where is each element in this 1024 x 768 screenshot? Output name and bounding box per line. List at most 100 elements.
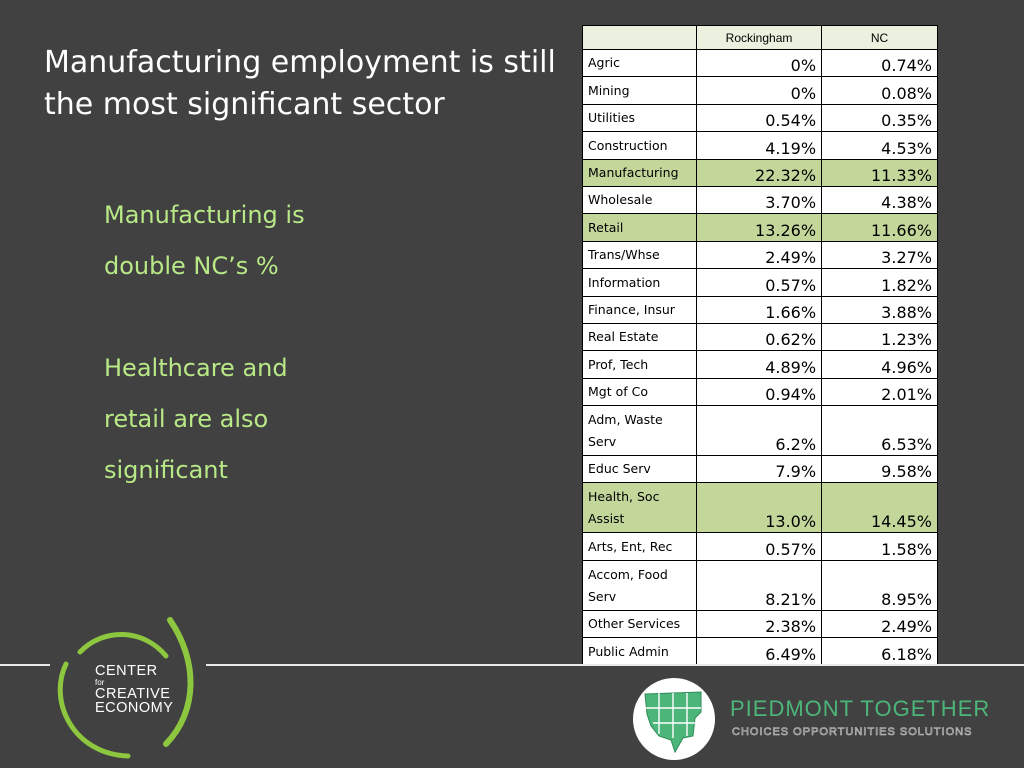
sector-cell: Other Services	[582, 609, 697, 639]
table-row: Information 0.57% 1.82%	[582, 268, 938, 297]
table-row: Finance, Insur 1.66% 3.88%	[582, 295, 938, 324]
table-row: Arts, Ent, Rec 0.57% 1.58%	[582, 532, 938, 561]
map-icon	[644, 691, 702, 754]
cce-line-4: ECONOMY	[95, 700, 174, 716]
table-row: Adm, Waste Serv 6.2% 6.53%	[582, 405, 938, 457]
table-row: Construction 4.19% 4.53%	[582, 131, 938, 160]
sector-cell: Agric	[582, 48, 697, 78]
table-row: Mining 0% 0.08%	[582, 76, 938, 105]
body-line: retail are also	[104, 405, 269, 433]
employment-table: Rockingham NC Agric 0% 0.74% Mining 0% 0.08% U…	[582, 25, 938, 666]
table-header-row: Rockingham NC	[582, 25, 938, 50]
sector-cell: Real Estate	[582, 322, 697, 352]
sector-cell: Finance, Insur	[582, 295, 697, 324]
sector-cell: Trans/Whse	[582, 240, 697, 270]
nc-value: 11.66%	[821, 213, 938, 242]
nc-value: 2.49%	[821, 609, 938, 639]
rockingham-value: 1.66%	[695, 295, 823, 324]
rockingham-value: 0.57%	[695, 532, 823, 561]
table-row: Manufacturing 22.32% 11.33%	[582, 158, 938, 187]
sector-cell: Mgt of Co	[582, 377, 697, 407]
cce-line-1: CENTER	[95, 663, 158, 679]
piedmont-map-logo	[633, 678, 715, 760]
sector-cell: Prof, Tech	[582, 350, 697, 379]
table-row: Utilities 0.54% 0.35%	[582, 103, 938, 133]
nc-value: 6.18%	[821, 637, 938, 666]
sector-cell: Retail	[582, 213, 697, 242]
piedmont-together-title: PIEDMONT TOGETHER	[730, 696, 991, 721]
table-row: Public Admin 6.49% 6.18%	[582, 637, 938, 666]
nc-value: 9.58%	[821, 455, 938, 484]
nc-value: 2.01%	[821, 377, 938, 407]
slide-title: Manufacturing employment is still the mo…	[44, 45, 556, 122]
nc-value: 1.82%	[821, 268, 938, 297]
rockingham-value: 13.0%	[695, 482, 823, 534]
sector-cell: Public Admin	[582, 637, 697, 666]
nc-value: 0.35%	[821, 103, 938, 133]
nc-value: 14.45%	[821, 482, 938, 534]
sector-cell: Educ Serv	[582, 455, 697, 484]
sector-cell: Utilities	[582, 103, 697, 133]
table-row: Health, Soc Assist 13.0% 14.45%	[582, 482, 938, 534]
nc-value: 4.38%	[821, 185, 938, 215]
body-line: Manufacturing is	[104, 201, 305, 229]
rockingham-value: 0.62%	[695, 322, 823, 352]
sector-cell: Arts, Ent, Rec	[582, 532, 697, 561]
footer-divider-left	[0, 664, 50, 666]
header-blank	[582, 25, 697, 50]
nc-value: 3.27%	[821, 240, 938, 270]
table-row: Prof, Tech 4.89% 4.96%	[582, 350, 938, 379]
nc-value: 11.33%	[821, 158, 938, 187]
header-nc: NC	[821, 25, 938, 50]
center-creative-economy-logo	[57, 617, 194, 759]
rockingham-value: 8.21%	[695, 559, 823, 611]
rockingham-value: 6.2%	[695, 405, 823, 457]
rockingham-value: 3.70%	[695, 185, 823, 215]
sector-cell: Mining	[582, 76, 697, 105]
nc-value: 3.88%	[821, 295, 938, 324]
table-row: Other Services 2.38% 2.49%	[582, 609, 938, 639]
table-row: Educ Serv 7.9% 9.58%	[582, 455, 938, 484]
sector-cell: Adm, Waste Serv	[582, 405, 697, 457]
sector-cell: Health, Soc Assist	[582, 482, 697, 534]
table-row: Accom, Food Serv 8.21% 8.95%	[582, 559, 938, 611]
nc-value: 8.95%	[821, 559, 938, 611]
rockingham-value: 0%	[695, 76, 823, 105]
nc-value: 0.08%	[821, 76, 938, 105]
sector-cell: Accom, Food Serv	[582, 559, 697, 611]
nc-value: 6.53%	[821, 405, 938, 457]
rockingham-value: 2.38%	[695, 609, 823, 639]
cce-logo-text: CENTER for CREATIVE ECONOMY	[95, 663, 174, 716]
rockingham-value: 0%	[695, 48, 823, 78]
rockingham-value: 4.19%	[695, 131, 823, 160]
table-row: Retail 13.26% 11.66%	[582, 213, 938, 242]
rockingham-value: 22.32%	[695, 158, 823, 187]
sector-cell: Wholesale	[582, 185, 697, 215]
rockingham-value: 0.54%	[695, 103, 823, 133]
rockingham-value: 4.89%	[695, 350, 823, 379]
body-line: double NC’s %	[104, 252, 279, 280]
nc-value: 4.96%	[821, 350, 938, 379]
cce-line-3: CREATIVE	[95, 686, 171, 702]
slide-body: Manufacturing is double NC’s % Healthcar…	[104, 190, 404, 496]
rockingham-value: 2.49%	[695, 240, 823, 270]
piedmont-together-tagline: CHOICES OPPORTUNITIES SOLUTIONS	[732, 726, 973, 739]
sector-cell: Manufacturing	[582, 158, 697, 187]
sector-cell: Information	[582, 268, 697, 297]
nc-value: 1.23%	[821, 322, 938, 352]
nc-value: 0.74%	[821, 48, 938, 78]
rockingham-value: 0.57%	[695, 268, 823, 297]
table-body: Agric 0% 0.74% Mining 0% 0.08% Utilities 0.54% 0…	[582, 48, 938, 666]
rockingham-value: 7.9%	[695, 455, 823, 484]
table-row: Wholesale 3.70% 4.38%	[582, 185, 938, 215]
footer-divider-right	[206, 664, 1024, 666]
rockingham-value: 0.94%	[695, 377, 823, 407]
cce-line-2: for	[95, 678, 105, 687]
header-rockingham: Rockingham	[695, 25, 823, 50]
rockingham-value: 13.26%	[695, 213, 823, 242]
sector-cell: Construction	[582, 131, 697, 160]
table-row: Agric 0% 0.74%	[582, 48, 938, 78]
table-row: Mgt of Co 0.94% 2.01%	[582, 377, 938, 407]
body-line: significant	[104, 456, 228, 484]
body-gap	[104, 292, 404, 343]
